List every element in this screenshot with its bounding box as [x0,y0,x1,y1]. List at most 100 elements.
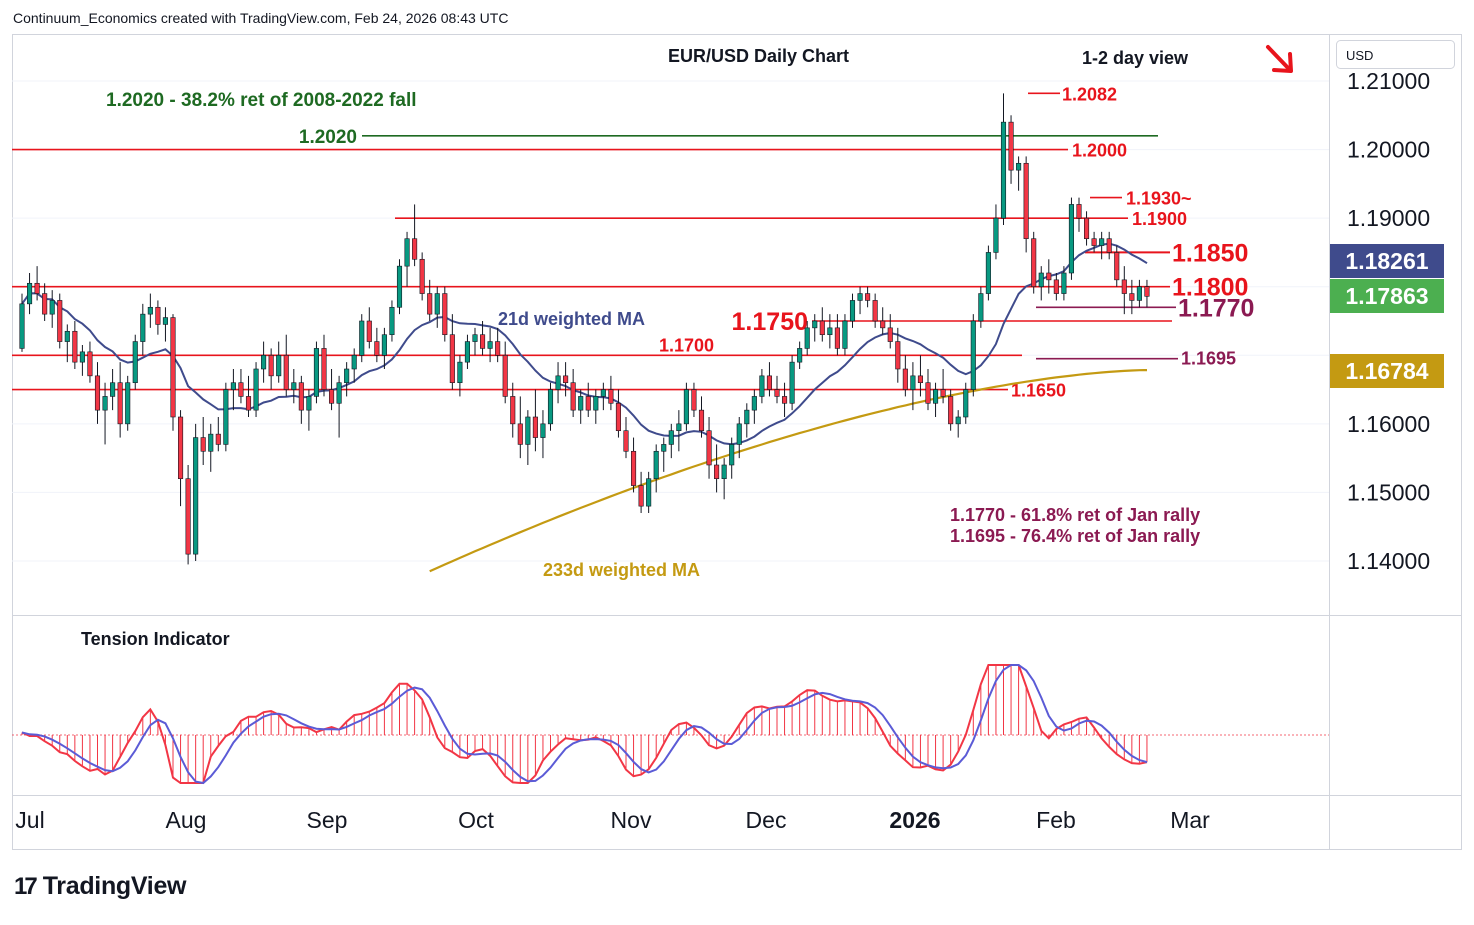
chart-title: EUR/USD Daily Chart [668,46,849,66]
candle-body [857,293,863,301]
candle-body [253,368,259,411]
candle [132,334,138,390]
candle [1016,156,1022,191]
candle-body [238,382,244,397]
level-label: 1.1700 [659,335,714,355]
candle-body [64,330,70,342]
candle-body [615,402,622,432]
price-tick-label: 1.14000 [1347,548,1430,574]
candle-body [865,293,871,301]
candle-body [26,282,33,305]
level-label: 1.2082 [1062,84,1117,104]
candle-body [34,282,40,294]
ma233-label: 233d weighted MA [543,560,700,580]
candle [1061,266,1067,301]
candle [1129,279,1135,315]
candle-body [125,382,131,425]
candle-body [283,354,289,390]
candle-body [600,389,606,397]
candle [223,382,229,452]
candle [842,314,848,356]
candle-body [578,396,584,411]
candle [630,437,637,493]
candle [321,334,327,397]
candle [563,362,569,397]
candle [140,303,146,356]
time-tick-label: Oct [458,807,494,833]
candle [57,293,63,349]
candle [721,458,727,500]
candle [827,314,833,349]
candle-body [419,258,425,294]
candle [532,389,538,452]
tension-line [21,664,1148,784]
tradingview-logo[interactable]: 17 TradingView [14,872,187,901]
candle-body [1023,162,1029,240]
time-tick-label: Nov [611,807,652,833]
candle [789,355,795,411]
candle [215,416,221,452]
candle-body [917,375,924,384]
price-badge: 1.16784 [1330,354,1444,388]
candle [623,416,629,459]
candle-body [910,375,916,390]
candle [336,375,342,438]
price-badge-value: 1.17863 [1345,283,1428,309]
candle [147,293,153,328]
candle [661,437,667,472]
candle-body [706,430,712,466]
candle-body [321,348,327,390]
candle-body [940,389,946,397]
candle [306,389,312,431]
candle-body [925,382,931,404]
candle-body [736,423,742,445]
candle [79,344,85,376]
candle-body [245,396,252,411]
candle [245,375,252,417]
candle [676,410,682,452]
candle-body [691,389,697,411]
candle [419,252,425,301]
candle [427,279,433,321]
candle-body [389,306,395,336]
tension-signal-line [21,664,1148,785]
candle [434,286,440,328]
candle-body [532,416,538,438]
candle [487,327,493,363]
candle-body [1106,238,1112,253]
candle-body [1076,204,1082,219]
price-tick-label: 1.21000 [1347,68,1430,94]
candle-body [268,354,274,377]
candle-body [155,306,161,325]
candle [547,382,554,431]
candle-body [819,320,825,336]
candle-body [721,464,727,480]
candle [313,341,320,404]
price-badge: 1.17863 [1330,279,1444,313]
level-label: 1.1750 [732,308,808,336]
candle [615,389,622,438]
candle [578,389,584,424]
candle-body [525,416,531,445]
candle [706,416,712,479]
candle [525,410,531,465]
candle-body [442,293,448,336]
candle-body [774,389,780,397]
candle-body [729,444,735,466]
time-tick-label: 2026 [889,807,940,833]
candle [774,375,780,404]
candle [759,368,765,404]
candle-body [638,485,644,507]
tension-indicator-label: Tension Indicator [81,629,230,649]
candle [902,355,908,397]
candle [948,389,954,431]
candle-body [298,382,304,411]
currency-button[interactable] [1336,40,1455,69]
candle-body [396,265,403,308]
time-tick-label: Sep [307,807,348,833]
price-badge-bg [1330,354,1444,388]
candle-body [872,300,878,322]
candle [1114,245,1120,287]
time-tick-label: Mar [1170,807,1210,833]
